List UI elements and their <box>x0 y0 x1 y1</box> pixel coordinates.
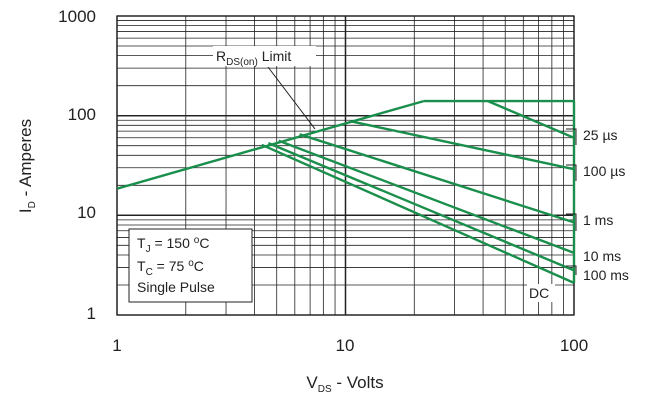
series-line <box>262 145 574 283</box>
y-axis-title: ID - Amperes <box>16 119 38 213</box>
y-tick-label: 1000 <box>58 7 96 26</box>
curve-label-1ms: 1 ms <box>583 212 613 228</box>
conditions-box: TJ = 150 oC TC = 75 oC Single Pulse <box>129 229 252 302</box>
y-tick-label: 10 <box>77 203 96 222</box>
series-line <box>488 101 574 138</box>
curve-label-100ms: 100 ms <box>583 267 629 283</box>
y-tick-label: 1 <box>87 304 96 323</box>
x-tick-label: 1 <box>112 336 121 355</box>
y-tick-label: 100 <box>68 105 96 124</box>
curve-label-dc: DC <box>529 285 549 301</box>
rds-pointer-line <box>268 67 315 129</box>
series-line <box>300 134 574 222</box>
x-tick-label: 100 <box>560 336 588 355</box>
x-axis-title: VDS - Volts <box>306 373 383 395</box>
curve-label-100us: 100 µs <box>583 163 625 179</box>
x-tick-label: 10 <box>336 336 355 355</box>
pulse-condition-label: Single Pulse <box>137 279 215 295</box>
curve-label-10ms: 10 ms <box>583 248 621 264</box>
curve-label-25us: 25 µs <box>583 127 618 143</box>
